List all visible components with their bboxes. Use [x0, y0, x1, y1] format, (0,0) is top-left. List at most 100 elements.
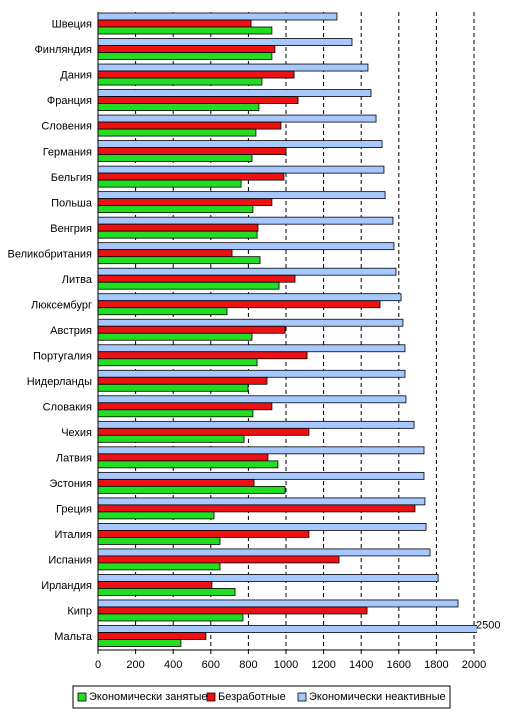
bar	[98, 581, 213, 589]
y-tick-label: Нидерланды	[27, 376, 92, 388]
bar	[98, 274, 296, 283]
x-tick-label: 1200	[311, 659, 335, 671]
legend-swatch	[77, 692, 87, 702]
bar	[98, 307, 228, 316]
bar	[98, 128, 257, 137]
y-tick-label: Литва	[62, 274, 93, 286]
bar	[98, 172, 285, 181]
bar	[98, 77, 263, 86]
bar	[98, 409, 254, 418]
x-tick-label: 2000	[462, 659, 486, 671]
bar	[98, 632, 207, 640]
bar	[98, 242, 395, 251]
y-tick-label: Великобритания	[8, 248, 93, 260]
y-tick-label: Франция	[47, 95, 92, 107]
bar	[98, 154, 253, 163]
y-tick-label: Словения	[41, 121, 92, 133]
bar	[98, 427, 310, 436]
legend-swatch	[206, 692, 216, 702]
bar	[98, 376, 268, 385]
bar	[98, 383, 249, 392]
bar	[98, 63, 369, 72]
x-tick-label: 1000	[274, 659, 298, 671]
bar	[98, 249, 233, 258]
bar	[98, 555, 340, 564]
y-tick-label: Словакия	[43, 401, 92, 413]
y-tick-label: Люксембург	[31, 299, 92, 311]
bar	[98, 471, 425, 480]
bar	[98, 537, 221, 545]
bar	[98, 511, 215, 520]
y-tick-label: Португалия	[33, 350, 92, 362]
y-tick-label: Мальта	[54, 631, 93, 643]
bar	[98, 358, 258, 367]
bar	[98, 38, 353, 46]
x-tick-label: 0	[95, 659, 101, 671]
y-tick-label: Германия	[43, 146, 92, 158]
y-tick-label: Латвия	[56, 453, 92, 465]
x-tick-label: 1400	[349, 659, 373, 671]
bar	[98, 45, 276, 53]
bar	[98, 420, 415, 429]
legend-label: Экономически неактивные	[309, 691, 446, 703]
bar	[98, 70, 295, 79]
bar	[98, 639, 182, 647]
legend-swatch	[297, 692, 307, 702]
y-tick-label: Ирландия	[41, 580, 92, 592]
y-tick-label: Кипр	[67, 606, 92, 618]
y-tick-label: Дания	[60, 70, 92, 82]
bar	[98, 344, 406, 353]
bar	[98, 625, 477, 633]
bar	[98, 52, 273, 60]
y-tick-label: Финляндия	[34, 44, 92, 56]
bar	[98, 548, 431, 557]
x-tick-label: 800	[239, 659, 257, 671]
bar	[98, 26, 273, 35]
y-tick-label: Венгрия	[50, 223, 92, 235]
bar	[98, 453, 269, 462]
bar	[98, 89, 372, 97]
x-tick-label: 600	[202, 659, 220, 671]
bar	[98, 562, 221, 571]
y-tick-label: Чехия	[61, 427, 92, 439]
x-tick-label: 1800	[424, 659, 448, 671]
bar	[98, 434, 245, 443]
bar	[98, 165, 385, 174]
bar	[98, 606, 368, 615]
bar	[98, 256, 261, 265]
y-tick-label: Испания	[48, 555, 92, 567]
bar	[98, 613, 244, 622]
y-tick-label: Греция	[56, 504, 92, 516]
bar	[98, 114, 377, 123]
y-tick-label: Эстония	[49, 478, 92, 490]
y-tick-label: Италия	[55, 529, 93, 541]
bar	[98, 230, 258, 239]
bar	[98, 179, 242, 188]
bar	[98, 147, 287, 156]
bar	[98, 332, 253, 341]
bar	[98, 19, 252, 28]
x-tick-label: 1600	[387, 659, 411, 671]
bar	[98, 96, 299, 104]
bar	[98, 504, 416, 513]
legend-label: Экономически занятые	[89, 691, 207, 703]
bar	[98, 267, 397, 276]
bar	[98, 485, 286, 494]
bar	[98, 530, 310, 538]
bar	[98, 460, 279, 469]
bars	[98, 12, 477, 647]
bar	[98, 497, 426, 506]
bar	[98, 198, 273, 207]
bar	[98, 300, 381, 309]
bar	[98, 523, 427, 531]
y-tick-label: Польша	[51, 197, 93, 209]
bar	[98, 318, 404, 327]
bar	[98, 599, 459, 608]
bar	[98, 395, 407, 404]
legend-box	[72, 685, 451, 709]
x-tick-label: 200	[126, 659, 144, 671]
bar	[98, 140, 383, 149]
bar	[98, 293, 402, 302]
bar	[98, 446, 425, 455]
